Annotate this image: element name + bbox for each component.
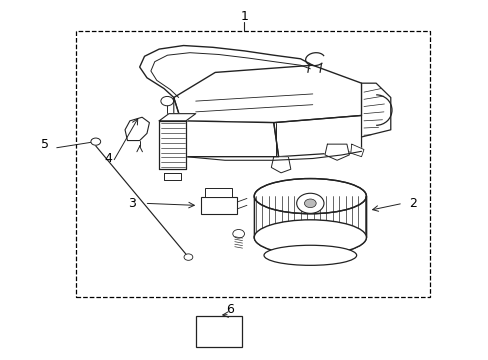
Polygon shape (163, 173, 181, 180)
Circle shape (91, 138, 101, 145)
Ellipse shape (264, 245, 356, 265)
Bar (76, 31, 429, 297)
Bar (195, 316, 242, 347)
Bar (205, 188, 232, 197)
Text: 4: 4 (104, 152, 112, 165)
Polygon shape (125, 117, 149, 140)
Polygon shape (173, 98, 185, 157)
Circle shape (304, 199, 316, 208)
Polygon shape (264, 237, 356, 255)
Polygon shape (181, 121, 278, 157)
Polygon shape (271, 157, 290, 173)
Text: 6: 6 (225, 303, 233, 316)
Polygon shape (350, 144, 363, 157)
Text: 1: 1 (240, 10, 248, 23)
Polygon shape (273, 116, 361, 157)
Polygon shape (159, 114, 195, 121)
Polygon shape (173, 65, 361, 123)
Text: 2: 2 (408, 197, 416, 210)
Bar (200, 197, 237, 214)
Circle shape (296, 193, 324, 213)
Text: 3: 3 (128, 197, 136, 210)
Circle shape (232, 229, 244, 238)
Circle shape (183, 254, 192, 260)
Polygon shape (325, 144, 348, 160)
Circle shape (161, 96, 173, 106)
Ellipse shape (254, 220, 366, 255)
Polygon shape (159, 121, 185, 169)
Text: 5: 5 (41, 138, 48, 150)
Bar (254, 196, 366, 237)
